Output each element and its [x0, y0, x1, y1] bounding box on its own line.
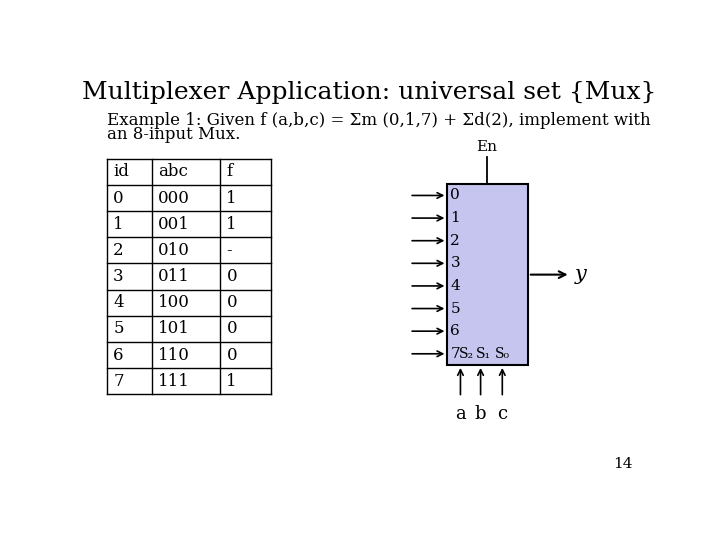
Text: 1: 1: [113, 215, 124, 233]
Text: 010: 010: [158, 242, 190, 259]
Text: 2: 2: [113, 242, 124, 259]
Text: 7: 7: [113, 373, 124, 390]
Text: 14: 14: [613, 457, 632, 471]
Text: 100: 100: [158, 294, 190, 311]
Text: 1: 1: [226, 190, 237, 206]
Text: 7: 7: [451, 347, 460, 361]
Text: id: id: [113, 163, 129, 180]
Text: y: y: [575, 265, 586, 284]
Text: 0: 0: [451, 188, 460, 202]
Text: b: b: [475, 405, 486, 423]
Text: 2: 2: [451, 234, 460, 248]
Text: 110: 110: [158, 347, 190, 363]
Text: 0: 0: [113, 190, 124, 206]
Text: 101: 101: [158, 320, 190, 338]
Text: 6: 6: [451, 324, 460, 338]
Text: S₁: S₁: [476, 347, 491, 361]
Text: 1: 1: [226, 373, 237, 390]
Text: 5: 5: [113, 320, 124, 338]
Text: Example 1: Given f (a,b,c) = Σm (0,1,7) + Σd(2), implement with: Example 1: Given f (a,b,c) = Σm (0,1,7) …: [107, 112, 651, 129]
Text: 111: 111: [158, 373, 190, 390]
Text: 4: 4: [113, 294, 124, 311]
Text: 011: 011: [158, 268, 190, 285]
Text: c: c: [498, 405, 508, 423]
Text: 5: 5: [451, 301, 460, 315]
Text: 0: 0: [226, 347, 237, 363]
Text: 1: 1: [451, 211, 460, 225]
Text: 1: 1: [226, 215, 237, 233]
Text: 0: 0: [226, 320, 237, 338]
Text: f: f: [226, 163, 233, 180]
Text: Multiplexer Application: universal set {Mux}: Multiplexer Application: universal set {…: [82, 81, 656, 104]
Text: 000: 000: [158, 190, 190, 206]
Text: S₀: S₀: [495, 347, 510, 361]
Text: an 8-input Mux.: an 8-input Mux.: [107, 126, 240, 143]
Text: 001: 001: [158, 215, 190, 233]
Text: 3: 3: [451, 256, 460, 271]
Text: abc: abc: [158, 163, 188, 180]
Text: -: -: [226, 242, 232, 259]
Text: 3: 3: [113, 268, 124, 285]
Text: 0: 0: [226, 294, 237, 311]
Bar: [446, 184, 528, 365]
Text: a: a: [455, 405, 466, 423]
Text: 6: 6: [113, 347, 124, 363]
Text: 0: 0: [226, 268, 237, 285]
Text: 4: 4: [451, 279, 460, 293]
Text: S₂: S₂: [459, 347, 474, 361]
Text: En: En: [477, 140, 498, 154]
